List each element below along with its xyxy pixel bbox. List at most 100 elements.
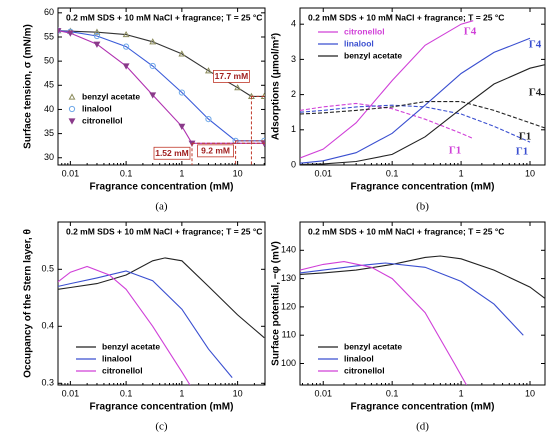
annotation: 9.2 mM: [201, 146, 230, 156]
y-tick-label: 0.4: [41, 321, 54, 331]
line: [58, 270, 233, 378]
annotation: Γ1: [519, 131, 532, 143]
x-tick-label: 0.01: [62, 168, 80, 178]
x-axis-label: Fragrance concentration (mM): [351, 182, 495, 193]
marker: [178, 89, 185, 96]
marker: [149, 92, 157, 99]
dashed-line: [300, 102, 474, 140]
x-tick-label: 10: [525, 168, 535, 178]
plot-frame: [57, 221, 266, 386]
line: [300, 262, 524, 336]
marker: [149, 62, 156, 70]
legend-label: linalool: [344, 353, 374, 363]
annotation: Γ4: [464, 26, 477, 38]
y-tick-label: 45: [44, 80, 54, 90]
marker: [205, 116, 212, 123]
x-tick-label: 10: [233, 388, 243, 398]
panel-label: (c): [155, 421, 168, 433]
plot-frame: [299, 221, 546, 386]
legend-label: linalool: [82, 103, 112, 113]
legend-label: benzyl acetate: [102, 341, 160, 351]
legend-label: linalool: [102, 353, 132, 363]
panel-label: (d): [416, 421, 429, 433]
annotation: Γ1: [449, 145, 462, 157]
line: [58, 257, 265, 339]
line: [58, 265, 191, 385]
legend-label: citronellol: [344, 26, 385, 36]
y-tick-label: 100: [281, 358, 296, 368]
x-tick-label: 0.1: [386, 168, 399, 178]
panel-label: (a): [155, 201, 168, 213]
chart-title: 0.2 mM SDS + 10 mM NaCl + fragrance; T =…: [308, 226, 504, 236]
marker: [178, 123, 186, 130]
marker: [93, 28, 101, 35]
marker: [123, 43, 130, 50]
y-tick-label: 120: [281, 301, 296, 311]
annotation: Γ1: [516, 146, 529, 158]
y-tick-label: 130: [281, 273, 296, 283]
x-tick-label: 10: [525, 388, 535, 398]
y-tick-label: 2: [291, 89, 296, 99]
marker: [68, 105, 76, 113]
legend-label: benzyl acetate: [344, 341, 402, 351]
y-tick-label: 3: [291, 54, 296, 64]
legend-label: linalool: [344, 38, 374, 48]
plot-area: [300, 20, 545, 165]
legend-label: benzyl acetate: [344, 50, 402, 60]
y-tick-label: 30: [44, 152, 54, 162]
legend-label: citronellol: [82, 115, 123, 125]
x-tick-label: 0.01: [314, 168, 332, 178]
x-axis-label: Fragrance concentration (mM): [90, 182, 234, 193]
annotation-box: [197, 144, 234, 158]
y-axis-label: Occupancy of the Stern layer, θ: [23, 229, 34, 378]
marker: [93, 32, 101, 40]
marker: [66, 30, 74, 37]
x-tick-label: 0.01: [62, 388, 80, 398]
marker: [122, 63, 130, 70]
line: [58, 30, 265, 142]
y-tick-label: 1: [291, 124, 296, 134]
annotation-box: [153, 146, 191, 160]
chart-title: 0.2 mM SDS + 10 mM NaCl + fragrance; T =…: [66, 226, 262, 236]
line: [58, 30, 265, 144]
marker: [68, 93, 76, 100]
y-tick-label: 40: [44, 104, 54, 114]
line: [300, 20, 474, 159]
x-tick-label: 1: [459, 168, 464, 178]
chart-title: 0.2 mM SDS + 10 mM NaCl + fragrance; T =…: [66, 12, 262, 22]
line: [300, 261, 467, 385]
plot-area: [58, 27, 265, 147]
y-axis-label: Adsorptions (μmol/m²): [271, 33, 282, 140]
x-tick-label: 0.1: [120, 168, 133, 178]
marker: [234, 84, 242, 91]
x-tick-label: 1: [179, 388, 184, 398]
y-tick-label: 50: [44, 56, 54, 66]
annotation: 1.52 mM: [155, 148, 189, 158]
panel-label: (b): [416, 201, 429, 213]
annotation: Γ4: [529, 39, 542, 51]
x-axis-label: Fragrance concentration (mM): [90, 402, 234, 413]
y-tick-label: 140: [281, 245, 296, 255]
line: [300, 37, 531, 164]
legend-label: citronellol: [344, 365, 385, 375]
y-axis-label: Surface tension, σ (mN/m): [23, 24, 34, 149]
annotation: 17.7 mM: [215, 71, 249, 81]
y-tick-label: 0: [291, 159, 296, 169]
plot-frame: [57, 7, 266, 166]
x-tick-label: 1: [459, 388, 464, 398]
y-tick-label: 110: [282, 330, 296, 340]
legend-label: citronellol: [102, 365, 143, 375]
y-tick-label: 55: [44, 31, 54, 41]
line: [58, 30, 265, 97]
x-tick-label: 10: [233, 168, 243, 178]
legend-label: benzyl acetate: [82, 91, 140, 101]
y-tick-label: 35: [44, 128, 54, 138]
y-tick-label: 4: [291, 19, 296, 29]
x-tick-label: 0.1: [386, 388, 399, 398]
marker: [178, 50, 186, 57]
plot-frame: [299, 7, 546, 166]
y-axis-label: Surface potential, −φ (mV): [271, 241, 282, 366]
line: [300, 255, 545, 299]
x-tick-label: 0.1: [120, 388, 133, 398]
